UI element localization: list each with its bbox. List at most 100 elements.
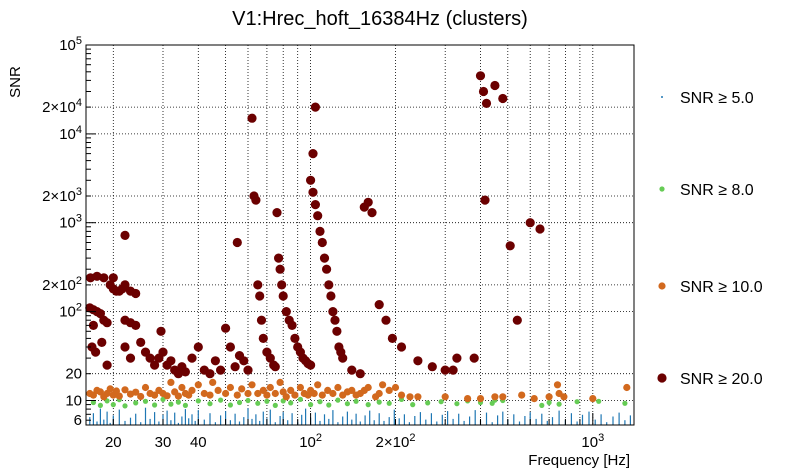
- data-point: [328, 418, 330, 425]
- data-point: [556, 401, 562, 407]
- data-point: [308, 187, 318, 197]
- data-point: [210, 356, 220, 366]
- data-point: [469, 416, 471, 425]
- data-point: [386, 400, 392, 406]
- data-point: [570, 413, 572, 425]
- data-point: [230, 362, 240, 372]
- y-tick-label: 102: [59, 302, 82, 321]
- data-point: [425, 400, 431, 406]
- x-tick-label: 40: [190, 434, 207, 451]
- data-point: [391, 383, 400, 392]
- data-point: [209, 378, 217, 386]
- data-point: [297, 396, 303, 402]
- data-point: [263, 391, 271, 399]
- data-point: [272, 402, 278, 408]
- data-point: [600, 414, 602, 425]
- data-point: [99, 273, 109, 283]
- data-point: [441, 414, 443, 425]
- data-point: [296, 383, 304, 392]
- data-point: [140, 422, 142, 425]
- data-point: [115, 392, 123, 400]
- data-point: [150, 360, 160, 370]
- data-point: [374, 300, 384, 310]
- data-point: [137, 392, 145, 401]
- data-point: [436, 421, 438, 425]
- data-point: [539, 402, 545, 408]
- data-point: [308, 402, 314, 408]
- data-point: [441, 393, 449, 401]
- data-point: [170, 420, 172, 425]
- data-point: [131, 288, 141, 299]
- data-point: [337, 422, 339, 425]
- data-point: [363, 197, 373, 207]
- data-point: [376, 399, 382, 405]
- data-point: [529, 412, 531, 425]
- data-point: [232, 237, 242, 248]
- data-point: [447, 411, 449, 425]
- data-point: [163, 392, 171, 400]
- y-tick-label: 103: [59, 213, 82, 232]
- data-point: [256, 315, 267, 325]
- legend-label: SNR ≥ 20.0: [680, 371, 763, 388]
- data-point: [145, 353, 155, 363]
- data-point: [518, 421, 521, 425]
- data-point: [574, 399, 580, 405]
- data-point: [326, 402, 332, 408]
- y-tick-label: 6: [74, 412, 82, 429]
- data-point: [355, 413, 357, 425]
- series-0: [89, 407, 631, 425]
- data-point: [326, 291, 336, 301]
- data-point: [158, 347, 168, 357]
- data-point: [175, 399, 181, 405]
- data-point: [525, 218, 535, 228]
- data-point: [287, 320, 297, 330]
- data-point: [149, 418, 151, 425]
- legend-label: SNR ≥ 10.0: [680, 279, 763, 296]
- data-point: [142, 398, 149, 404]
- data-point: [406, 393, 414, 401]
- data-point: [135, 413, 137, 425]
- data-point: [379, 381, 387, 389]
- data-point: [623, 383, 631, 392]
- data-point: [342, 416, 344, 425]
- data-point: [174, 412, 176, 425]
- data-point: [319, 253, 330, 263]
- data-point: [194, 420, 196, 425]
- data-point: [306, 360, 316, 370]
- data-point: [197, 410, 199, 425]
- data-point: [207, 401, 213, 407]
- data-point: [173, 369, 183, 379]
- data-point: [430, 413, 432, 425]
- data-point: [120, 342, 130, 352]
- legend-label: SNR ≥ 8.0: [680, 182, 754, 199]
- data-point: [491, 422, 493, 425]
- data-point: [353, 398, 359, 404]
- data-point: [463, 420, 465, 425]
- data-point: [346, 411, 348, 425]
- x-axis-label: Frequency [Hz]: [528, 452, 630, 469]
- data-point: [454, 401, 460, 407]
- data-point: [310, 102, 320, 112]
- data-point: [308, 149, 318, 159]
- data-point: [245, 397, 251, 404]
- data-point: [491, 393, 499, 401]
- data-point: [576, 421, 578, 425]
- data-point: [255, 414, 257, 425]
- y-tick-label: 104: [59, 124, 82, 143]
- data-point: [97, 402, 103, 408]
- y-tick-label: 10: [65, 393, 82, 410]
- data-point: [387, 333, 397, 343]
- data-point: [180, 367, 190, 377]
- data-point: [464, 395, 472, 403]
- data-point: [381, 315, 391, 325]
- data-point: [156, 326, 166, 336]
- data-point: [408, 422, 410, 425]
- data-point: [272, 208, 282, 218]
- x-tick-label: 30: [155, 434, 172, 451]
- data-point: [258, 333, 268, 343]
- data-point: [324, 280, 334, 290]
- data-point: [244, 389, 252, 398]
- data-point: [524, 416, 526, 425]
- data-point: [275, 264, 285, 274]
- data-point: [174, 392, 182, 400]
